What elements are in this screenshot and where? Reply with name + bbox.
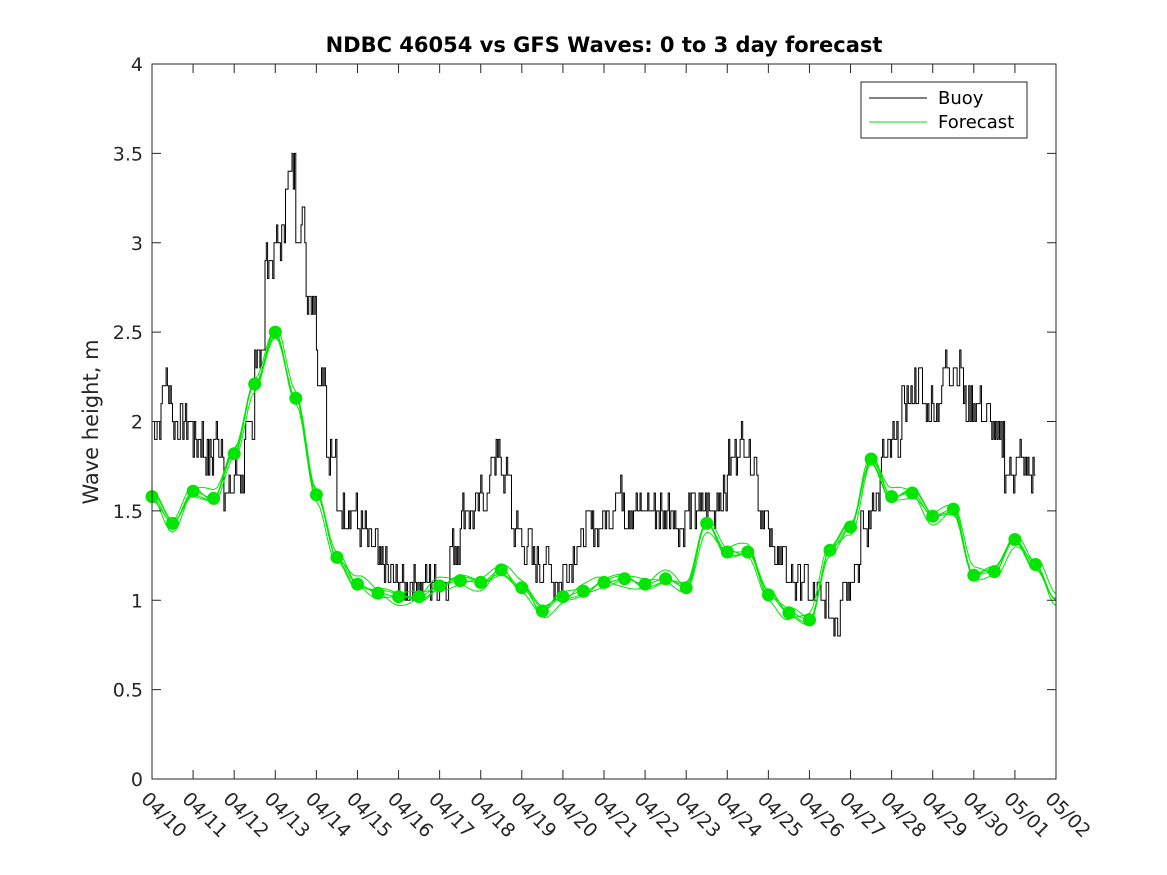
forecast-point (433, 579, 447, 593)
forecast-point (186, 484, 200, 498)
x-tick-label: 04/29 (917, 788, 971, 842)
y-axis-label: Wave height, m (79, 339, 103, 504)
y-tick-label: 3 (131, 233, 143, 255)
forecast-point (761, 588, 775, 602)
forecast-point (618, 572, 631, 586)
forecast-point (782, 606, 796, 620)
x-tick-label: 04/25 (753, 788, 807, 842)
y-tick-label: 2.5 (113, 322, 143, 344)
x-tick-label: 04/28 (876, 788, 930, 842)
y-tick-label: 0 (131, 769, 143, 791)
forecast-point (823, 543, 837, 557)
forecast-point (864, 452, 878, 466)
y-tick-label: 1.5 (113, 501, 143, 523)
x-tick-label: 04/27 (835, 788, 889, 842)
axis-ticks: 00.511.522.533.5404/1004/1104/1204/1304/… (113, 54, 1095, 842)
forecast-point (967, 568, 981, 582)
y-tick-label: 0.5 (113, 680, 143, 702)
forecast-point (926, 509, 940, 523)
forecast-point (556, 590, 570, 604)
legend-box (860, 81, 1028, 139)
forecast-point (946, 502, 960, 516)
forecast-point (494, 563, 508, 577)
forecast-series-line (151, 326, 1057, 621)
x-tick-label: 04/14 (301, 788, 355, 842)
forecast-point (1029, 558, 1042, 571)
forecast-point (638, 577, 652, 591)
x-tick-label: 04/13 (260, 788, 314, 842)
forecast-point (535, 604, 549, 618)
x-tick-label: 04/30 (958, 788, 1012, 842)
legend-buoy-label: Buoy (938, 88, 984, 109)
forecast-point (351, 577, 364, 591)
forecast-point (905, 486, 919, 500)
x-tick-label: 04/18 (465, 788, 519, 842)
x-tick-label: 04/15 (342, 788, 396, 842)
forecast-point (412, 590, 426, 604)
forecast-point (679, 581, 693, 595)
x-tick-label: 04/16 (383, 788, 437, 842)
forecast-point (474, 575, 488, 589)
forecast-point (207, 491, 221, 505)
x-tick-label: 04/19 (506, 788, 560, 842)
forecast-point (371, 586, 385, 600)
x-tick-label: 04/17 (424, 788, 478, 842)
forecast-point (1008, 533, 1022, 546)
x-tick-label: 04/12 (219, 788, 273, 842)
forecast-point (803, 613, 816, 627)
x-tick-label: 04/10 (136, 788, 190, 842)
plot-area (145, 152, 1057, 637)
forecast-point (453, 574, 467, 588)
forecast-point (289, 391, 303, 405)
forecast-point (227, 447, 241, 461)
forecast-point (392, 590, 405, 604)
forecast-point (248, 377, 262, 391)
forecast-point (659, 572, 673, 586)
forecast-point (577, 584, 590, 598)
x-tick-label: 04/22 (630, 788, 684, 842)
y-tick-label: 2 (131, 412, 143, 434)
buoy-series-line (152, 152, 1036, 637)
y-tick-label: 4 (131, 54, 143, 76)
axes-box (151, 63, 1057, 780)
forecast-point (844, 520, 857, 534)
forecast-point (720, 545, 734, 559)
forecast-point (268, 325, 282, 339)
forecast-point (700, 516, 714, 530)
forecast-point (330, 550, 344, 564)
x-tick-label: 04/23 (671, 788, 725, 842)
forecast-point (741, 545, 755, 559)
forecast-point (166, 516, 179, 530)
forecast-point (885, 490, 899, 504)
x-tick-label: 04/11 (178, 788, 232, 842)
x-tick-label: 05/02 (1040, 788, 1094, 842)
forecast-point (987, 565, 1001, 579)
x-tick-label: 04/26 (794, 788, 848, 842)
x-tick-label: 04/20 (547, 788, 601, 842)
y-tick-label: 3.5 (113, 143, 143, 165)
x-tick-label: 04/21 (588, 788, 642, 842)
y-tick-label: 1 (131, 590, 143, 612)
chart-title: NDBC 46054 vs GFS Waves: 0 to 3 day fore… (326, 33, 883, 57)
forecast-point (597, 575, 611, 589)
forecast-point (309, 488, 323, 502)
legend-forecast-label: Forecast (938, 112, 1014, 133)
x-tick-label: 05/01 (999, 788, 1053, 842)
forecast-point (515, 581, 529, 595)
x-tick-label: 04/24 (712, 788, 766, 842)
legend: Buoy Forecast (860, 81, 1028, 139)
